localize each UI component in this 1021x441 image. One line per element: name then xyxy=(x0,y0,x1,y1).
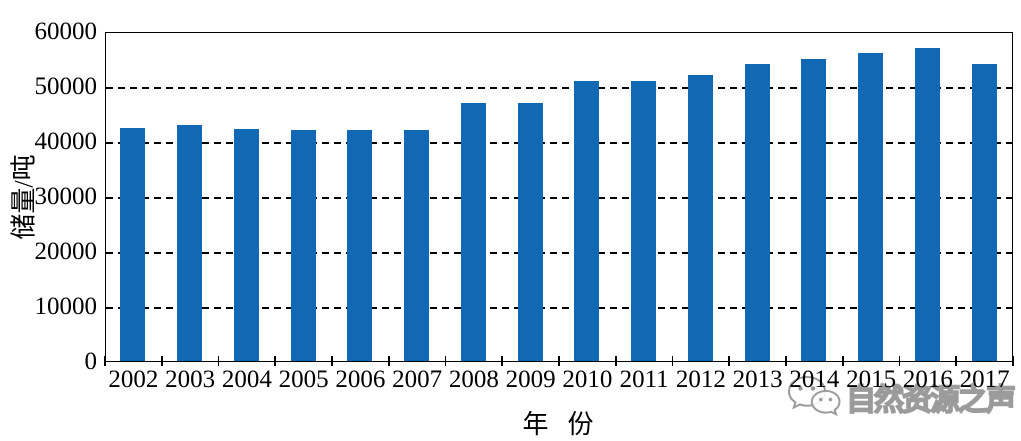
x-tick-label: 2011 xyxy=(619,366,669,393)
x-tick-label: 2007 xyxy=(392,366,443,393)
x-tick-mark xyxy=(955,356,958,366)
x-tick-mark xyxy=(671,356,674,366)
x-tick-mark xyxy=(160,356,163,366)
x-tick-label: 2015 xyxy=(846,366,897,393)
bar-2007 xyxy=(404,130,430,362)
x-tick-label: 2004 xyxy=(221,366,272,393)
x-tick-label: 2014 xyxy=(789,366,840,393)
gridline xyxy=(106,197,1012,199)
x-tick-mark xyxy=(728,356,731,366)
bar-2006 xyxy=(347,129,373,362)
x-tick-mark xyxy=(898,356,901,366)
plot-area xyxy=(105,32,1013,362)
bar-2015 xyxy=(858,53,884,362)
bar-2005 xyxy=(290,129,316,362)
y-tick-label: 60000 xyxy=(34,18,98,45)
x-tick-mark xyxy=(1012,356,1014,366)
y-tick-label: 0 xyxy=(84,348,98,375)
x-tick-label: 2013 xyxy=(732,366,783,393)
bar-2009 xyxy=(517,102,543,362)
bar-2004 xyxy=(233,129,259,362)
gridline xyxy=(106,87,1012,89)
y-tick-label: 50000 xyxy=(34,73,98,100)
x-tick-mark xyxy=(104,356,106,366)
x-tick-mark xyxy=(614,356,617,366)
bar-2003 xyxy=(177,124,203,362)
bar-2016 xyxy=(914,47,940,362)
x-tick-label: 2012 xyxy=(675,366,726,393)
x-tick-mark xyxy=(217,356,220,366)
bar-2011 xyxy=(631,81,657,362)
x-tick-mark xyxy=(444,356,447,366)
bar-2008 xyxy=(460,102,486,362)
x-tick-mark xyxy=(331,356,333,366)
x-tick-mark xyxy=(558,356,560,366)
x-tick-mark xyxy=(841,356,844,366)
bar-2017 xyxy=(971,64,997,362)
x-tick-label: 2002 xyxy=(108,366,159,393)
bar-2012 xyxy=(687,75,713,362)
gridline xyxy=(106,307,1012,309)
x-tick-label: 2016 xyxy=(902,366,953,393)
x-tick-label: 2005 xyxy=(278,366,329,393)
bar-2002 xyxy=(120,127,146,362)
y-tick-label: 20000 xyxy=(34,238,98,265)
x-tick-label: 2006 xyxy=(335,366,386,393)
x-tick-mark xyxy=(501,356,504,366)
x-tick-label: 2017 xyxy=(959,366,1010,393)
gridline xyxy=(106,142,1012,144)
x-tick-mark xyxy=(274,356,277,366)
gridline xyxy=(106,252,1012,254)
y-tick-label: 40000 xyxy=(34,128,98,155)
bar-2014 xyxy=(801,58,827,362)
x-axis-title: 年 份 xyxy=(522,410,596,439)
bar-2013 xyxy=(744,64,770,362)
x-tick-mark xyxy=(387,356,390,366)
x-tick-label: 2003 xyxy=(165,366,216,393)
x-tick-label: 2008 xyxy=(448,366,499,393)
y-tick-label: 30000 xyxy=(34,183,98,210)
x-tick-label: 2009 xyxy=(505,366,556,393)
y-tick-label: 10000 xyxy=(34,293,98,320)
x-tick-label: 2010 xyxy=(562,366,613,393)
bar-2010 xyxy=(574,80,600,362)
x-tick-mark xyxy=(785,356,787,366)
